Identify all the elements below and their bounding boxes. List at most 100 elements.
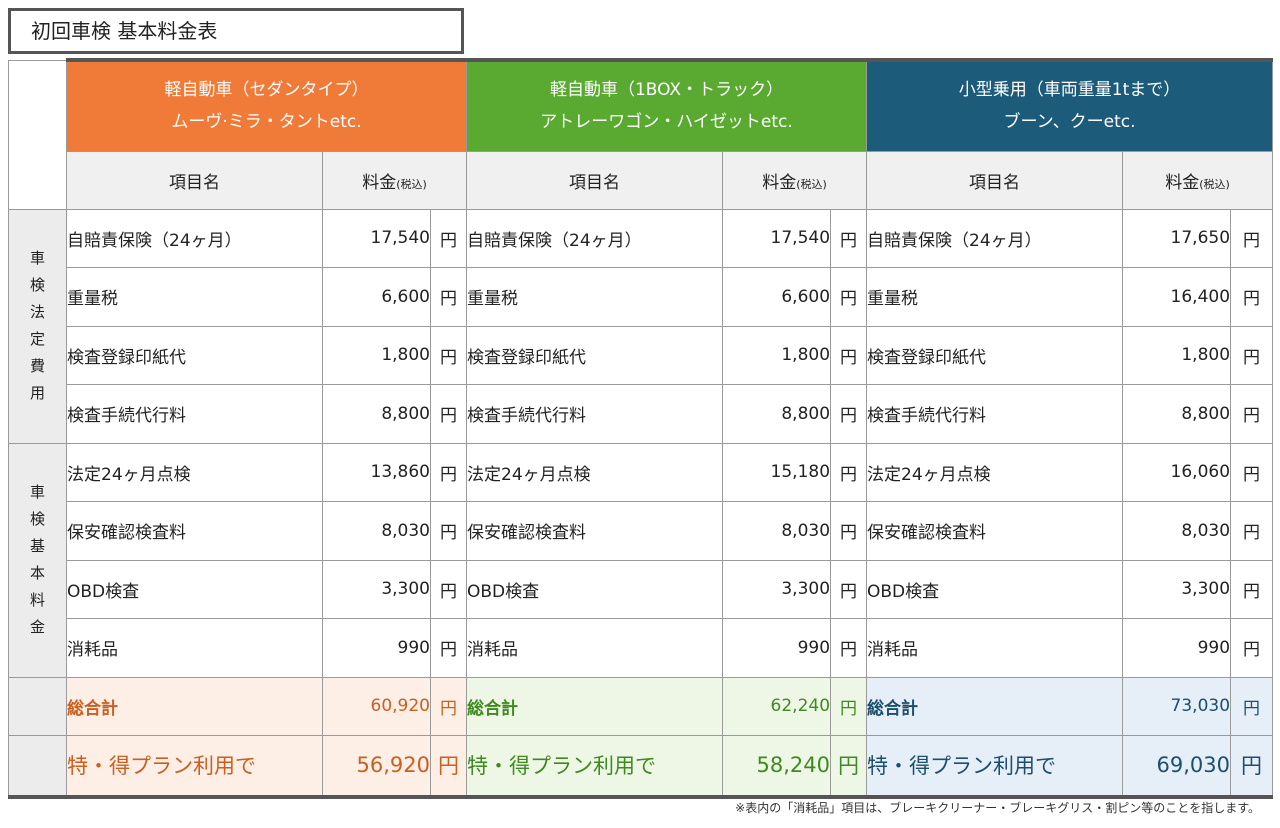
item-name: 法定24ヶ月点検 [866,442,1124,502]
yen-unit: 円 [429,442,468,502]
yen-unit: 円 [830,267,868,327]
item-name: OBD検査 [66,559,323,619]
yen-unit: 円 [1230,501,1274,561]
plan-line2: ブーン、クーetc. [1003,112,1136,133]
yen-unit: 円 [830,384,868,444]
total-side-cell [8,676,67,736]
yen-unit: 円 [830,501,868,561]
item-price: 15,180 [722,442,832,502]
item-name: 検査手続代行料 [66,384,323,444]
yen-unit: 円 [1230,384,1274,444]
item-price: 17,540 [322,208,431,268]
item-price: 17,540 [722,208,832,268]
special-side-cell [8,735,67,799]
item-price: 1,800 [722,325,832,385]
item-name: 保安確認検査料 [466,501,724,561]
plan-line1: 小型乗用（車両重量1tまで） [958,80,1181,101]
yen-unit: 円 [1230,618,1274,678]
fee-tax-note: (税込) [396,177,427,191]
item-name: 自賠責保険（24ヶ月） [66,208,323,268]
yen-unit: 円 [1230,676,1274,736]
item-name: 保安確認検査料 [866,501,1124,561]
yen-unit: 円 [830,676,868,736]
item-price: 8,030 [1122,501,1232,561]
yen-unit: 円 [830,735,868,799]
item-name: 重量税 [66,267,323,327]
item-price: 1,800 [322,325,431,385]
item-name: 重量税 [866,267,1124,327]
plan-line2: アトレーワゴン・ハイゼットetc. [540,112,793,133]
section-char: 車 [29,249,45,267]
plan-line1: 軽自動車（1BOX・トラック） [549,80,784,101]
item-name: 自賠責保険（24ヶ月） [466,208,724,268]
yen-unit: 円 [1230,208,1274,268]
item-name: OBD検査 [466,559,724,619]
yen-unit: 円 [1230,325,1274,385]
footnote: ※表内の「消耗品」項目は、ブレーキクリーナー・ブレーキグリス・割ピン等のことを指… [735,801,1260,815]
item-name: 検査登録印紙代 [866,325,1124,385]
column-header-fee: 料金(税込) [321,150,468,210]
fee-label: 料金 [762,172,797,193]
fee-label: 料金 [1165,172,1200,193]
total-price: 60,920 [322,676,431,736]
item-name: 検査手続代行料 [466,384,724,444]
item-price: 990 [722,618,832,678]
special-plan-price: 56,920 [322,735,431,799]
fee-tax-note: (税込) [796,177,827,191]
item-price: 6,600 [722,267,832,327]
item-name: 検査登録印紙代 [66,325,323,385]
item-name: 検査手続代行料 [866,384,1124,444]
column-header-fee: 料金(税込) [722,150,868,210]
plan-header-3: 小型乗用（車両重量1tまで） ブーン、クーetc. [866,58,1274,152]
section-char: 金 [29,618,45,636]
section-char: 車 [29,483,45,501]
price-table: 軽自動車（セダンタイプ） ムーヴ·ミラ・タントetc. 軽自動車（1BOX・トラック… [8,58,1274,799]
item-name: 重量税 [466,267,724,327]
section-char: 検 [29,510,45,528]
plan-line1: 軽自動車（セダンタイプ） [164,80,369,101]
item-price: 8,800 [322,384,431,444]
yen-unit: 円 [429,384,468,444]
yen-unit: 円 [429,676,468,736]
total-price: 73,030 [1122,676,1232,736]
corner-cell [8,59,67,210]
column-header-item: 項目名 [466,150,724,210]
yen-unit: 円 [429,325,468,385]
item-name: 消耗品 [466,618,724,678]
item-name: 保安確認検査料 [66,501,323,561]
item-name: OBD検査 [866,559,1124,619]
special-plan-label: 特・得プラン利用で [466,735,724,799]
special-plan-label: 特・得プラン利用で [866,735,1124,799]
section-label-legal-fees: 車検法定費用 [8,208,67,444]
special-plan-price: 58,240 [722,735,832,799]
plan-line2: ムーヴ·ミラ・タントetc. [171,112,362,133]
page-title: 初回車検 基本料金表 [8,8,464,54]
yen-unit: 円 [429,501,468,561]
special-plan-label: 特・得プラン利用で [66,735,323,799]
item-price: 16,060 [1122,442,1232,502]
item-price: 3,300 [1122,559,1232,619]
section-char: 定 [29,330,45,348]
item-name: 消耗品 [866,618,1124,678]
yen-unit: 円 [429,618,468,678]
yen-unit: 円 [1230,267,1274,327]
section-char: 料 [29,591,45,609]
total-label: 総合計 [866,676,1124,736]
item-name: 自賠責保険（24ヶ月） [866,208,1124,268]
item-name: 検査登録印紙代 [466,325,724,385]
plan-header-2: 軽自動車（1BOX・トラック） アトレーワゴン・ハイゼットetc. [466,58,868,152]
yen-unit: 円 [830,208,868,268]
item-price: 8,800 [722,384,832,444]
yen-unit: 円 [1230,735,1274,799]
yen-unit: 円 [429,559,468,619]
item-price: 13,860 [322,442,431,502]
yen-unit: 円 [429,735,468,799]
section-char: 基 [29,537,45,555]
item-price: 990 [1122,618,1232,678]
yen-unit: 円 [1230,559,1274,619]
total-label: 総合計 [66,676,323,736]
section-label-basic-fees: 車検基本料金 [8,442,67,678]
item-price: 8,030 [722,501,832,561]
item-price: 3,300 [322,559,431,619]
total-label: 総合計 [466,676,724,736]
